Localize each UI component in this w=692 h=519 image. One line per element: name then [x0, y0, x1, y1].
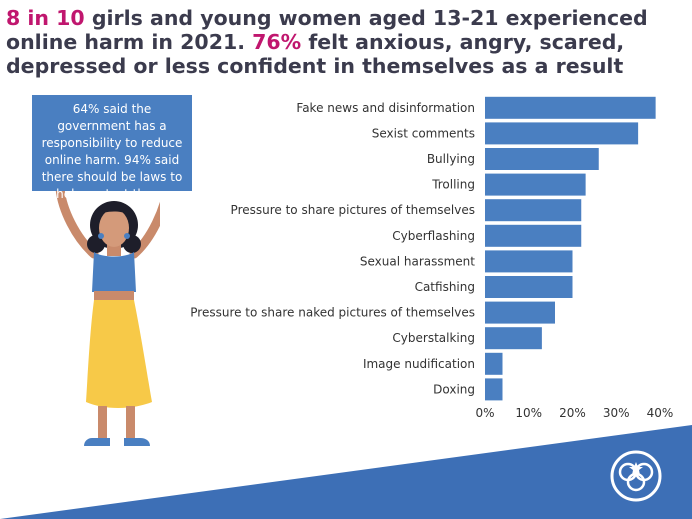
government-laws-callout: 64% said the government has a responsibi… [32, 95, 192, 201]
category-label: Sexual harassment [360, 254, 475, 268]
x-tick-label: 40% [647, 406, 674, 420]
woman-holding-sign-illustration [55, 183, 160, 446]
category-label: Bullying [427, 152, 475, 166]
category-label: Doxing [433, 382, 475, 396]
bar-2 [485, 122, 639, 145]
bar-1 [485, 96, 656, 119]
bar-10 [485, 327, 542, 350]
headline-text-2: felt anxious, angry, scared, depressed o… [6, 30, 625, 78]
x-tick-label: 30% [603, 406, 630, 420]
x-tick-label: 0% [475, 406, 494, 420]
bar-5 [485, 199, 582, 222]
category-label: Pressure to share pictures of themselves [231, 203, 475, 217]
category-label: Image nudification [363, 357, 475, 371]
x-tick-label: 10% [515, 406, 542, 420]
headline-stat-8-in-10: 8 in 10 [6, 6, 85, 30]
headline: 8 in 10 girls and young women aged 13-21… [6, 6, 690, 78]
category-label: Trolling [431, 178, 475, 192]
bar-6 [485, 224, 582, 247]
bar-11 [485, 352, 503, 375]
bar-3 [485, 148, 599, 170]
bar-9 [485, 301, 555, 324]
category-label: Cyberstalking [392, 331, 475, 345]
category-label: Cyberflashing [392, 229, 475, 243]
online-harm-bar-chart: Fake news and disinformation Sexist comme… [190, 96, 674, 420]
x-tick-label: 20% [559, 406, 586, 420]
bar-8 [485, 276, 573, 298]
trefoil-logo-icon [610, 450, 662, 502]
category-label: Fake news and disinformation [296, 101, 475, 115]
bar-12 [485, 378, 503, 401]
headline-text-1: girls and young women aged 13-21 experie… [6, 6, 648, 54]
category-label: Pressure to share naked pictures of them… [190, 306, 475, 320]
category-label: Catfishing [415, 280, 475, 294]
bar-7 [485, 250, 573, 273]
category-label: Sexist comments [372, 126, 475, 140]
bar-4 [485, 173, 586, 196]
headline-stat-76: 76% [252, 30, 302, 54]
